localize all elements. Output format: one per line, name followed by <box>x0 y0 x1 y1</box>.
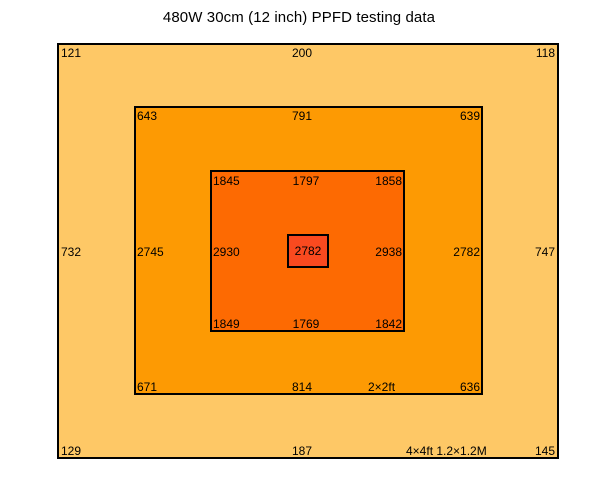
chart-title: 480W 30cm (12 inch) PPFD testing data <box>162 9 436 26</box>
inner-mid-left-value: 2930 <box>213 245 240 259</box>
outer-mid-left-value: 732 <box>61 245 82 259</box>
middle-mid-left-value: 2745 <box>137 245 164 259</box>
middle-top-mid-value: 791 <box>291 109 313 123</box>
inner-top-left-value: 1845 <box>213 174 240 188</box>
inner-bottom-mid-value: 1769 <box>292 317 320 331</box>
outer-mid-right-value: 747 <box>534 245 555 259</box>
inner-top-mid-value: 1797 <box>292 174 320 188</box>
middle-mid-right-value: 2782 <box>453 245 480 259</box>
outer-top-left-value: 121 <box>61 46 82 60</box>
inner-bottom-right-value: 1842 <box>375 317 402 331</box>
center-value: 2782 <box>294 244 322 258</box>
outer-bottom-left-value: 129 <box>61 444 82 458</box>
middle-size-label: 2×2ft <box>368 380 396 394</box>
middle-top-right-value: 639 <box>459 109 480 123</box>
middle-bottom-right-value: 636 <box>459 380 480 394</box>
middle-bottom-mid-value: 814 <box>291 380 313 394</box>
middle-bottom-left-value: 671 <box>137 380 158 394</box>
middle-top-left-value: 643 <box>137 109 158 123</box>
inner-bottom-left-value: 1849 <box>213 317 240 331</box>
outer-bottom-right-value: 145 <box>534 444 555 458</box>
inner-top-right-value: 1858 <box>375 174 402 188</box>
outer-bottom-mid-value: 187 <box>291 444 313 458</box>
center-zone <box>287 234 329 268</box>
outer-top-mid-value: 200 <box>291 46 313 60</box>
inner-mid-right-value: 2938 <box>375 245 402 259</box>
outer-size-label: 4×4ft 1.2×1.2M <box>406 444 487 458</box>
outer-top-right-value: 118 <box>535 46 555 60</box>
